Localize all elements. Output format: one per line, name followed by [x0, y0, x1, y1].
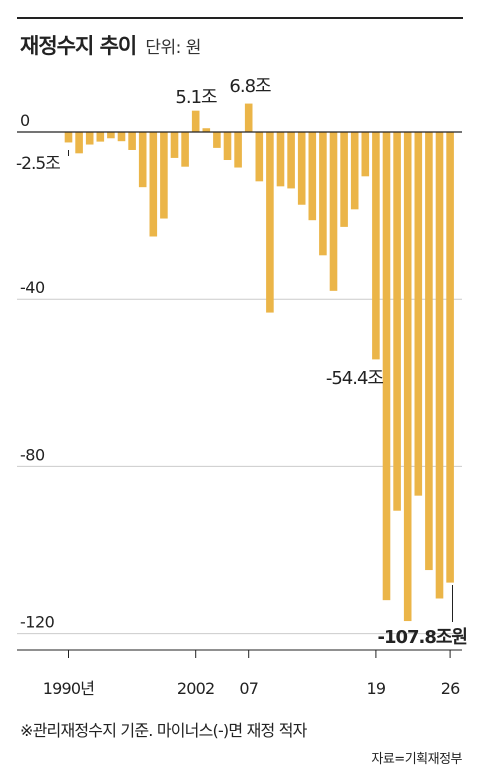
annotation-2019: -54.4조	[326, 368, 384, 389]
y-tick-label: -120	[20, 613, 55, 632]
axes	[17, 131, 462, 658]
bar-1994	[107, 132, 115, 139]
bar-2004	[213, 132, 221, 148]
bar-2016	[340, 132, 348, 227]
x-tick-label: 07	[239, 679, 258, 698]
bar-2012	[297, 132, 306, 205]
x-tick-label: 19	[367, 679, 386, 698]
bar-2003	[202, 128, 211, 132]
bar-2006	[234, 132, 242, 168]
bar-1990	[64, 132, 73, 143]
bar-2002	[191, 110, 200, 132]
top-rule	[17, 17, 463, 19]
bar-2018	[361, 132, 370, 177]
bar-1999	[160, 132, 168, 219]
y-tick-label: -40	[20, 278, 45, 297]
bar-2017	[350, 132, 359, 210]
x-tick-label: 1990년	[43, 679, 95, 698]
y-tick-label: 0	[20, 111, 30, 130]
bar-1996	[128, 132, 136, 150]
bar-2007	[244, 103, 253, 132]
chart-title: 재정수지 추이	[20, 34, 137, 58]
bar-1997	[138, 132, 147, 188]
bar-1992	[85, 132, 94, 145]
bar-2010	[276, 132, 285, 187]
bar-2026	[446, 132, 454, 583]
bar-2015	[329, 132, 338, 291]
annotation-1990: -2.5조	[16, 154, 60, 174]
bar-2021	[393, 132, 401, 511]
bar-2005	[223, 132, 232, 161]
bar-2024	[425, 132, 433, 571]
x-tick-label: 2002	[177, 679, 215, 698]
unit-label: 단위: 원	[145, 38, 201, 58]
annotation-2002: 5.1조	[175, 87, 217, 108]
bar-2001	[181, 132, 189, 167]
bars	[64, 103, 454, 622]
bar-2011	[287, 132, 295, 189]
bar-2019	[372, 132, 380, 360]
bar-1993	[96, 132, 105, 142]
source-credit: 자료=기획재정부	[371, 752, 462, 767]
annotation-2026: -107.8조원	[377, 627, 467, 648]
bar-2022	[403, 132, 412, 622]
bar-2020	[382, 132, 391, 601]
annotation-2007: 6.8조	[229, 76, 271, 97]
bar-2013	[308, 132, 317, 221]
labels: 0 -40 -80 -120 1990년 2002 07 19 26 -2.5조 5.1조 6.8조 -…	[16, 76, 468, 698]
bar-2025	[435, 132, 444, 599]
bar-2008	[255, 132, 264, 182]
bar-2014	[319, 132, 327, 256]
bar-1998	[149, 132, 158, 237]
bar-2000	[170, 132, 179, 158]
bar-2023	[414, 132, 423, 496]
chart-header: 재정수지 추이 단위: 원	[20, 30, 201, 60]
x-tick-label: 26	[441, 679, 460, 698]
bar-2009	[266, 132, 274, 313]
bar-1991	[75, 132, 83, 154]
y-tick-label: -80	[20, 445, 45, 464]
footnote: ※관리재정수지 기준. 마이너스(-)면 재정 적자	[20, 721, 307, 740]
bar-1995	[117, 132, 126, 142]
